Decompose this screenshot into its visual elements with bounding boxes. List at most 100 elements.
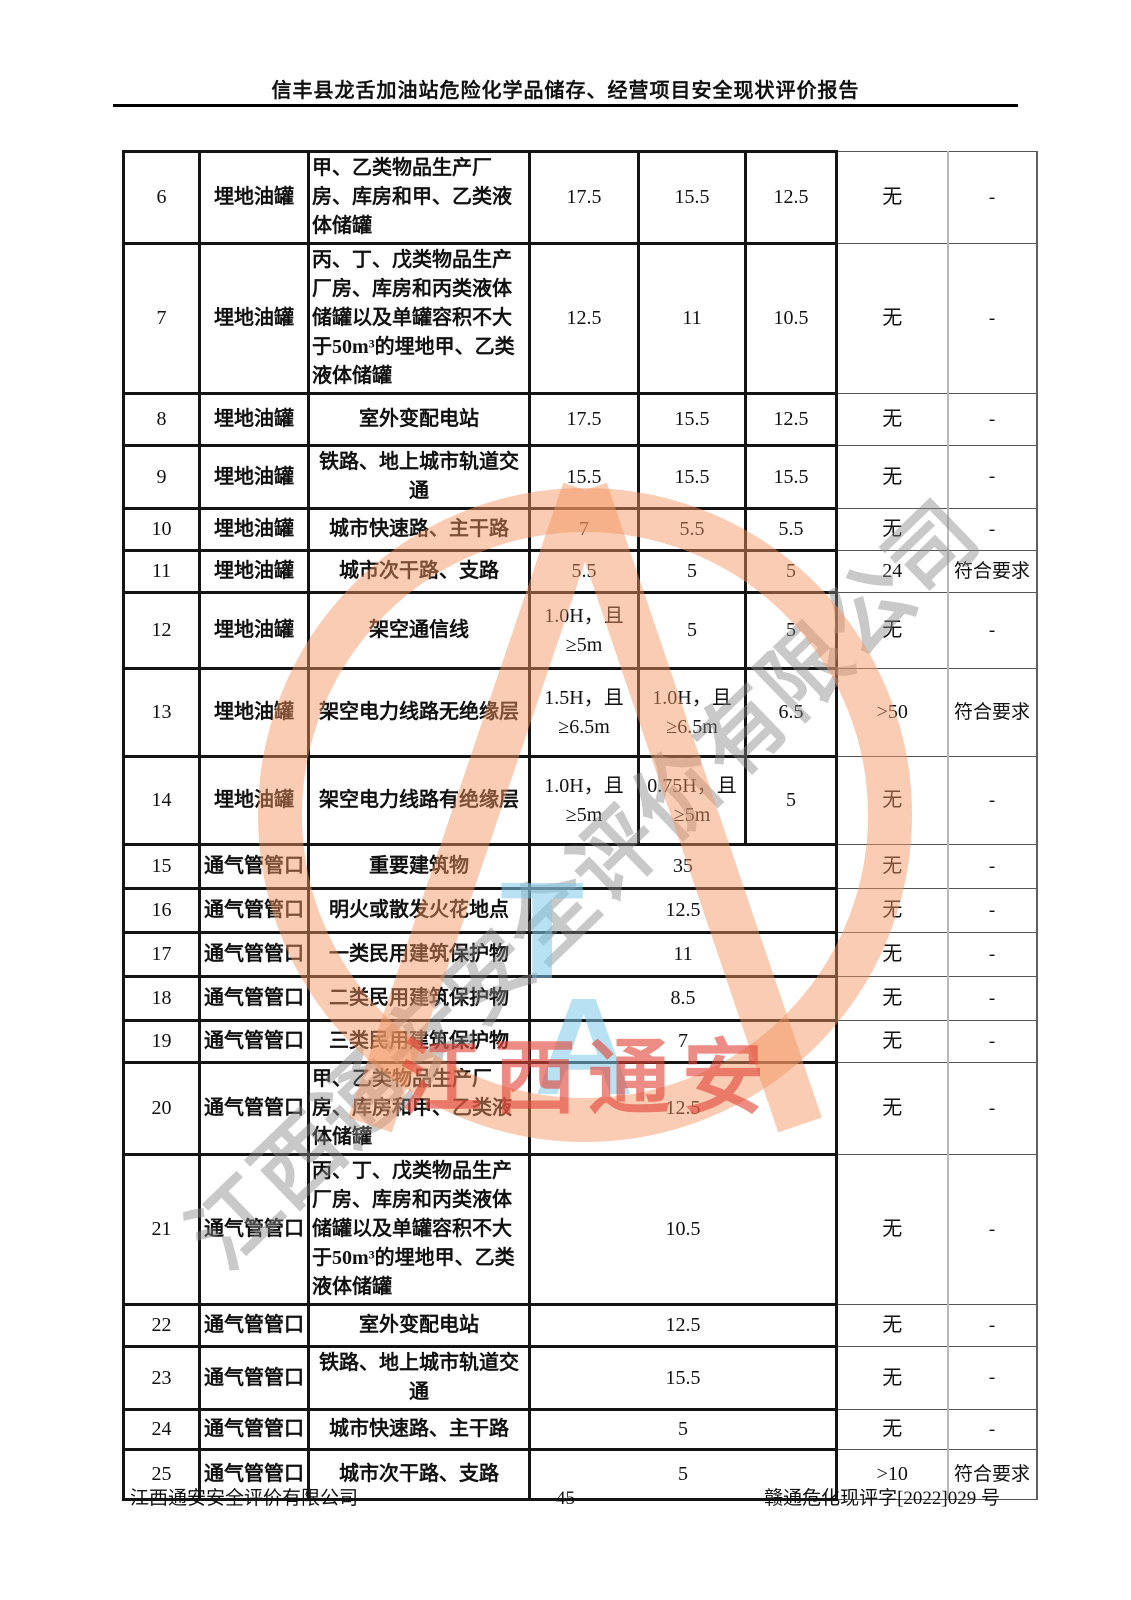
- cell-actual: 无: [836, 844, 949, 889]
- cell-distance-2: 5: [637, 591, 747, 670]
- cell-target: 架空电力线路无绝缘层: [307, 667, 531, 758]
- cell-conclusion: -: [947, 243, 1038, 394]
- table-row: 16 通气管管口 明火或散发火花地点 12.5 无 -: [122, 887, 1038, 934]
- cell-no: 7: [122, 242, 201, 395]
- cell-no: 21: [122, 1153, 201, 1306]
- cell-conclusion: -: [947, 844, 1038, 889]
- cell-conclusion: -: [947, 393, 1038, 446]
- cell-target: 铁路、地上城市轨道交通: [307, 444, 531, 510]
- cell-facility: 埋地油罐: [198, 507, 310, 552]
- cell-target: 丙、丁、戊类物品生产厂房、库房和丙类液体储罐以及单罐容积不大于50m³的埋地甲、…: [307, 1153, 531, 1306]
- cell-distance-3: 5: [744, 591, 838, 670]
- table-row: 11 埋地油罐 城市次干路、支路 5.5 5 5 24 符合要求: [122, 549, 1038, 594]
- cell-no: 17: [122, 931, 201, 978]
- cell-distance-2: 11: [637, 242, 747, 395]
- cell-conclusion: -: [947, 888, 1038, 933]
- cell-distance-1: 1.5H，且≥6.5m: [528, 667, 640, 758]
- cell-distance-3: 15.5: [744, 444, 838, 510]
- cell-target: 城市次干路、支路: [307, 1448, 531, 1501]
- cell-conclusion: -: [947, 1409, 1038, 1450]
- table-row: 25 通气管管口 城市次干路、支路 5 >10 符合要求: [122, 1448, 1038, 1501]
- cell-facility: 通气管管口: [198, 1408, 310, 1451]
- cell-facility: 通气管管口: [198, 843, 310, 890]
- cell-actual: 无: [836, 445, 949, 509]
- cell-actual: 无: [836, 1020, 949, 1063]
- cell-facility: 通气管管口: [198, 975, 310, 1022]
- cell-target: 架空电力线路有绝缘层: [307, 755, 531, 846]
- page-number: 45: [556, 1488, 575, 1509]
- cell-distance-2: 15.5: [637, 150, 747, 245]
- cell-no: 13: [122, 667, 201, 758]
- cell-distance-2: 15.5: [637, 444, 747, 510]
- cell-no: 9: [122, 444, 201, 510]
- table-row: 9 埋地油罐 铁路、地上城市轨道交通 15.5 15.5 15.5 无 -: [122, 444, 1038, 510]
- cell-target: 一类民用建筑保护物: [307, 931, 531, 978]
- cell-target: 室外变配电站: [307, 1303, 531, 1348]
- cell-distance-2: 0.75H，且≥5m: [637, 755, 747, 846]
- distance-table: 6 埋地油罐 甲、乙类物品生产厂房、库房和甲、乙类液体储罐 17.5 15.5 …: [122, 150, 1038, 1501]
- cell-distance-1: 12.5: [528, 242, 640, 395]
- cell-distance-1: 1.0H，且≥5m: [528, 591, 640, 670]
- cell-no: 14: [122, 755, 201, 846]
- cell-target: 城市次干路、支路: [307, 549, 531, 594]
- cell-conclusion: 符合要求: [947, 550, 1038, 593]
- page-title: 信丰县龙舌加油站危险化学品储存、经营项目安全现状评价报告: [271, 80, 860, 102]
- cell-facility: 通气管管口: [198, 1061, 310, 1156]
- cell-no: 24: [122, 1408, 201, 1451]
- cell-conclusion: 符合要求: [947, 1449, 1038, 1500]
- cell-distance-1: 15.5: [528, 444, 640, 510]
- cell-facility: 通气管管口: [198, 1345, 310, 1411]
- cell-facility: 埋地油罐: [198, 667, 310, 758]
- cell-target: 重要建筑物: [307, 843, 531, 890]
- cell-distance-3: 12.5: [744, 392, 838, 447]
- table-row: 19 通气管管口 三类民用建筑保护物 7 无 -: [122, 1019, 1038, 1064]
- cell-facility: 通气管管口: [198, 1153, 310, 1306]
- cell-facility: 埋地油罐: [198, 549, 310, 594]
- cell-distance-2: 15.5: [637, 392, 747, 447]
- cell-no: 15: [122, 843, 201, 890]
- cell-no: 12: [122, 591, 201, 670]
- table-row: 13 埋地油罐 架空电力线路无绝缘层 1.5H，且≥6.5m 1.0H，且≥6.…: [122, 667, 1038, 758]
- cell-conclusion: -: [947, 1304, 1038, 1347]
- cell-no: 16: [122, 887, 201, 934]
- cell-facility: 埋地油罐: [198, 392, 310, 447]
- cell-conclusion: -: [947, 756, 1038, 845]
- cell-conclusion: -: [947, 592, 1038, 669]
- cell-distance-merged: 7: [528, 1019, 838, 1064]
- cell-facility: 埋地油罐: [198, 755, 310, 846]
- cell-facility: 通气管管口: [198, 1019, 310, 1064]
- cell-conclusion: -: [947, 508, 1038, 551]
- cell-distance-1: 5.5: [528, 549, 640, 594]
- cell-conclusion: -: [947, 151, 1038, 244]
- cell-distance-merged: 11: [528, 931, 838, 978]
- cell-target: 甲、乙类物品生产厂房、库房和甲、乙类液体储罐: [307, 150, 531, 245]
- title-divider: [113, 104, 1018, 107]
- table-row: 7 埋地油罐 丙、丁、戊类物品生产厂房、库房和丙类液体储罐以及单罐容积不大于50…: [122, 242, 1038, 395]
- cell-conclusion: -: [947, 1020, 1038, 1063]
- cell-distance-3: 5: [744, 755, 838, 846]
- cell-facility: 通气管管口: [198, 1303, 310, 1348]
- cell-no: 20: [122, 1061, 201, 1156]
- cell-no: 10: [122, 507, 201, 552]
- cell-no: 23: [122, 1345, 201, 1411]
- cell-actual: 24: [836, 550, 949, 593]
- table-row: 23 通气管管口 铁路、地上城市轨道交通 15.5 无 -: [122, 1345, 1038, 1411]
- cell-no: 11: [122, 549, 201, 594]
- cell-conclusion: -: [947, 1062, 1038, 1155]
- cell-no: 22: [122, 1303, 201, 1348]
- cell-distance-merged: 15.5: [528, 1345, 838, 1411]
- table-row: 17 通气管管口 一类民用建筑保护物 11 无 -: [122, 931, 1038, 978]
- cell-conclusion: 符合要求: [947, 668, 1038, 757]
- cell-actual: 无: [836, 243, 949, 394]
- cell-distance-3: 5.5: [744, 507, 838, 552]
- cell-no: 8: [122, 392, 201, 447]
- cell-actual: 无: [836, 976, 949, 1021]
- cell-distance-merged: 8.5: [528, 975, 838, 1022]
- table-row: 24 通气管管口 城市快速路、主干路 5 无 -: [122, 1408, 1038, 1451]
- table-row: 15 通气管管口 重要建筑物 35 无 -: [122, 843, 1038, 890]
- cell-actual: 无: [836, 393, 949, 446]
- cell-distance-merged: 35: [528, 843, 838, 890]
- cell-distance-2: 5.5: [637, 507, 747, 552]
- cell-distance-3: 10.5: [744, 242, 838, 395]
- cell-no: 19: [122, 1019, 201, 1064]
